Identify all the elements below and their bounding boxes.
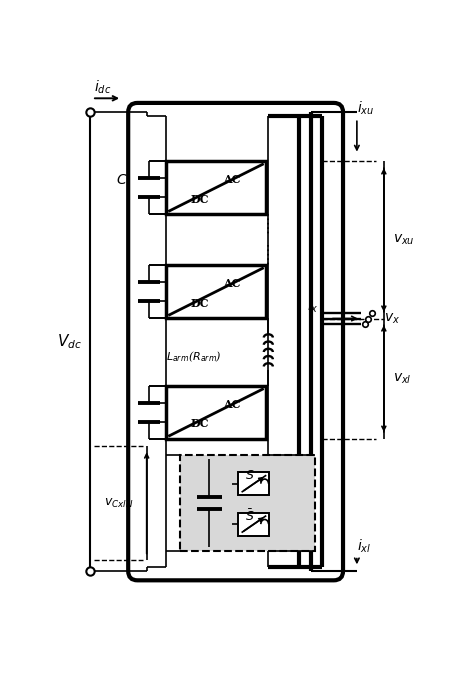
Text: $C$: $C$ (116, 173, 128, 187)
Bar (166, 265, 266, 318)
Text: $v_{xl}$: $v_{xl}$ (393, 372, 412, 386)
Text: $i_{dc}$: $i_{dc}$ (93, 79, 111, 96)
Bar (180, 455, 315, 551)
Text: $i_{xl}$: $i_{xl}$ (357, 538, 371, 555)
Text: $L_{arm}$($R_{arm}$): $L_{arm}$($R_{arm}$) (166, 349, 222, 364)
Text: AC: AC (223, 278, 241, 290)
Text: DC: DC (191, 418, 209, 429)
Text: $v_x$: $v_x$ (384, 311, 400, 325)
Bar (166, 386, 266, 439)
Text: $V_{dc}$: $V_{dc}$ (57, 332, 82, 351)
Text: DC: DC (191, 298, 209, 308)
Text: $i_x$: $i_x$ (307, 298, 319, 315)
Text: AC: AC (223, 174, 241, 185)
Bar (166, 161, 266, 214)
Text: $i_{xu}$: $i_{xu}$ (357, 100, 374, 117)
Bar (238, 513, 269, 536)
Text: AC: AC (223, 399, 241, 410)
Text: $S$: $S$ (245, 469, 254, 483)
Text: $v_{xu}$: $v_{xu}$ (393, 233, 415, 247)
Text: $v_{CxlN}$: $v_{CxlN}$ (104, 497, 134, 510)
Bar (238, 472, 269, 495)
Text: $\bar{S}$: $\bar{S}$ (245, 508, 254, 524)
Text: DC: DC (191, 194, 209, 205)
FancyBboxPatch shape (128, 103, 343, 580)
